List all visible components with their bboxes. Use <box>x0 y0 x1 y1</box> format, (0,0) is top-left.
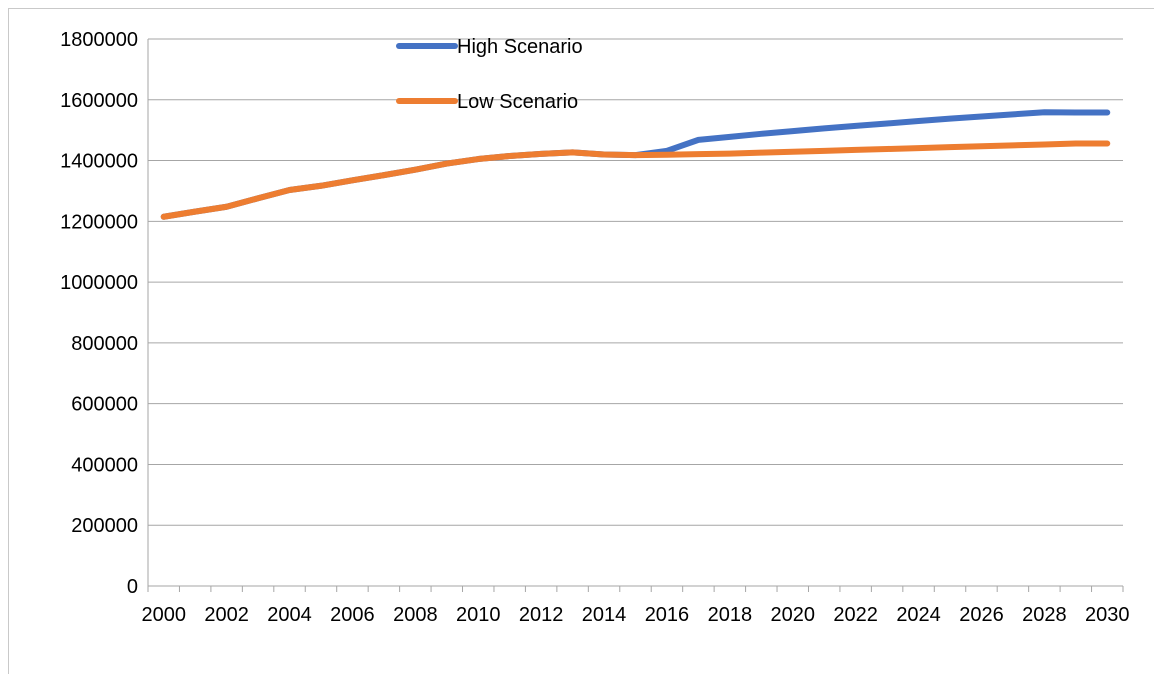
line-chart: 0 200000 400000 600000 800000 1000000 1200000 1… <box>60 29 1129 626</box>
y-tick-label: 800000 <box>71 333 138 355</box>
y-tick-label: 0 <box>127 576 138 598</box>
x-tick-label: 2018 <box>708 604 753 626</box>
chart-frame: 0 200000 400000 600000 800000 1000000 1200000 1… <box>8 8 1154 674</box>
x-tick-label: 2012 <box>519 604 564 626</box>
y-tick-label: 1800000 <box>60 29 138 51</box>
x-tick-label: 2024 <box>896 604 941 626</box>
x-tick-label: 2006 <box>330 604 375 626</box>
series-line-high <box>160 109 1111 220</box>
y-tick-label: 1000000 <box>60 272 138 294</box>
x-tick-label: 2010 <box>456 604 501 626</box>
legend-label: High Scenario <box>457 36 583 58</box>
x-tick-label: 2002 <box>204 604 249 626</box>
y-tick-label: 1600000 <box>60 90 138 112</box>
series-line-low <box>160 140 1111 220</box>
series-lines <box>160 109 1111 220</box>
legend: High Scenario Low Scenario <box>396 36 583 113</box>
x-tick-label: 2000 <box>141 604 186 626</box>
y-tick-label: 200000 <box>71 515 138 537</box>
x-tick-label: 2016 <box>645 604 690 626</box>
x-tick-label: 2008 <box>393 604 438 626</box>
axes: 0 200000 400000 600000 800000 1000000 1200000 1… <box>60 29 1129 626</box>
x-tick-label: 2020 <box>771 604 816 626</box>
x-tick-label: 2014 <box>582 604 627 626</box>
x-tick-label: 2028 <box>1022 604 1067 626</box>
x-tick-label: 2030 <box>1085 604 1130 626</box>
x-tick-label: 2022 <box>833 604 878 626</box>
gridlines <box>148 38 1123 526</box>
y-tick-label: 400000 <box>71 454 138 476</box>
x-tick-label: 2026 <box>959 604 1004 626</box>
y-tick-label: 600000 <box>71 394 138 416</box>
legend-label: Low Scenario <box>457 91 578 113</box>
x-tick-label: 2004 <box>267 604 312 626</box>
y-tick-label: 1400000 <box>60 151 138 173</box>
y-tick-label: 1200000 <box>60 211 138 233</box>
